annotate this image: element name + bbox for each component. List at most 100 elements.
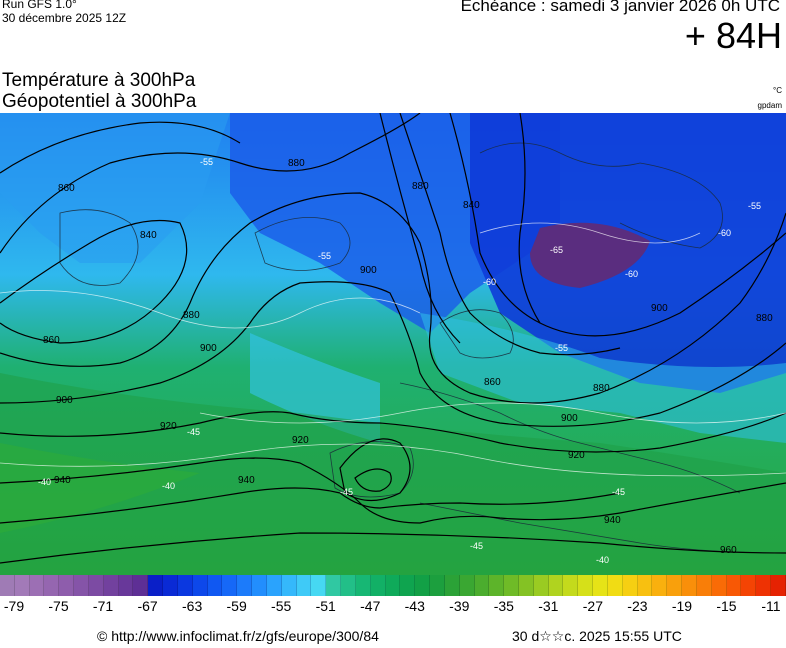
colorbar-cell — [726, 575, 742, 596]
colorbar-cell — [370, 575, 386, 596]
colorbar-cell — [88, 575, 104, 596]
geo-label: 900 — [56, 395, 73, 406]
run-label: Run GFS 1.0° — [2, 0, 77, 11]
colorbar-cell — [607, 575, 623, 596]
colorbar-cell — [148, 575, 164, 596]
coastline-iberia — [329, 441, 414, 498]
colorbar-cell — [430, 575, 445, 596]
geo-label: 920 — [292, 435, 309, 446]
colorbar-cell — [444, 575, 460, 596]
colorbar-cell — [578, 575, 594, 596]
colorbar-cell — [59, 575, 75, 596]
temp-label: -45 — [340, 487, 353, 497]
geo-label: 860 — [58, 183, 75, 194]
geo-label: 940 — [604, 515, 621, 526]
geo-label: 840 — [140, 230, 157, 241]
temp-label: -60 — [483, 277, 496, 287]
unit-geopotential: gpdam — [757, 101, 782, 110]
geo-label: 900 — [561, 413, 578, 424]
colorbar-tick-label: -15 — [716, 598, 737, 614]
temp-label: -55 — [318, 251, 331, 261]
geo-label: 860 — [484, 377, 501, 388]
colorbar-tick-label: -43 — [404, 598, 425, 614]
colorbar-cell — [222, 575, 238, 596]
forecast-lead-time: + 84H — [684, 15, 782, 56]
temp-label: -45 — [612, 487, 625, 497]
colorbar-cell — [281, 575, 297, 596]
colorbar-cell — [133, 575, 149, 596]
geo-label: 900 — [360, 265, 377, 276]
region-east-light — [420, 313, 786, 443]
colorbar-cell — [741, 575, 757, 596]
temp-label: -55 — [200, 157, 213, 167]
colorbar-cell — [533, 575, 549, 596]
colorbar-cell — [296, 575, 312, 596]
colorbar-cell — [474, 575, 490, 596]
geo-label: 860 — [43, 335, 60, 346]
colorbar-cell — [711, 575, 727, 596]
temp-label: -60 — [625, 269, 638, 279]
colorbar-cell — [311, 575, 327, 596]
geo-label: 920 — [160, 421, 177, 432]
geo-label: 900 — [200, 343, 217, 354]
colorbar-cell — [0, 575, 15, 596]
colorbar-cell — [192, 575, 208, 596]
coastline-greenland-south — [59, 209, 139, 286]
colorbar-tick-label: -59 — [226, 598, 247, 614]
colorbar-cell — [252, 575, 267, 596]
geo-label: 920 — [568, 450, 585, 461]
coastline-iceland-area — [254, 217, 351, 271]
colorbar-cell — [44, 575, 60, 596]
colorbar-tick-label: -51 — [315, 598, 336, 614]
colorbar-cell — [622, 575, 638, 596]
colorbar-tick-label: -35 — [493, 598, 514, 614]
temp-label: -55 — [748, 201, 761, 211]
temp-label: -40 — [596, 555, 609, 565]
temp-label: -40 — [162, 481, 175, 491]
source-url[interactable]: © http://www.infoclimat.fr/z/gfs/europe/… — [97, 628, 379, 644]
geo-label: 880 — [412, 181, 429, 192]
colorbar-cell — [385, 575, 401, 596]
colorbar-cell — [29, 575, 45, 596]
coastline-scandinavia — [479, 142, 723, 249]
colorbar-cell — [326, 575, 342, 596]
colorbar-cell — [103, 575, 119, 596]
colorbar-cell — [266, 575, 282, 596]
colorbar-cell — [771, 575, 786, 596]
colorbar-cell — [459, 575, 475, 596]
colorbar-cell — [518, 575, 534, 596]
weather-map: 860 860 860 880 880 880 880 880 900 900 … — [0, 113, 786, 575]
colorbar-ticks: -79 -75 -71 -67 -63 -59 -55 -51 -47 -43 -39 -35 -31 -… — [0, 598, 786, 620]
colorbar-cell — [400, 575, 416, 596]
colorbar-cell — [14, 575, 30, 596]
geo-label: 840 — [463, 200, 480, 211]
colorbar-cell — [593, 575, 608, 596]
coastline-central-europe — [399, 382, 741, 494]
colorbar-cell — [563, 575, 579, 596]
map-title-geopotential: Géopotentiel à 300hPa — [2, 91, 197, 112]
map-title-temperature: Température à 300hPa — [2, 70, 196, 91]
colorbar-cell — [637, 575, 653, 596]
temp-label: -65 — [550, 245, 563, 255]
geo-label: 960 — [720, 545, 737, 556]
geo-label: 940 — [238, 475, 255, 486]
colorbar-tick-label: -27 — [582, 598, 603, 614]
geo-label: 940 — [54, 475, 71, 486]
colorbar-tick-label: -71 — [92, 598, 114, 614]
geo-label: 880 — [183, 310, 200, 321]
colorbar-tick-label: -39 — [449, 598, 470, 614]
colorbar-cell — [682, 575, 697, 596]
colorbar-cell — [652, 575, 668, 596]
colorbar-tick-label: -31 — [538, 598, 559, 614]
colorbar-tick-label: -63 — [181, 598, 203, 614]
colorbar-tick-label: -75 — [48, 598, 69, 614]
colorbar-cell — [355, 575, 371, 596]
colorbar-tick-label: -67 — [137, 598, 158, 614]
colorbar-tick-label: -79 — [3, 598, 25, 614]
forecast-valid-time: Echéance : samedi 3 janvier 2026 0h UTC — [460, 0, 780, 15]
colorbar-tick-label: -47 — [360, 598, 381, 614]
colorbar-tick-label: -23 — [627, 598, 648, 614]
colorbar-cell — [341, 575, 356, 596]
colorbar-cell — [548, 575, 564, 596]
generation-timestamp: 30 d☆☆c. 2025 15:55 UTC — [512, 628, 682, 644]
